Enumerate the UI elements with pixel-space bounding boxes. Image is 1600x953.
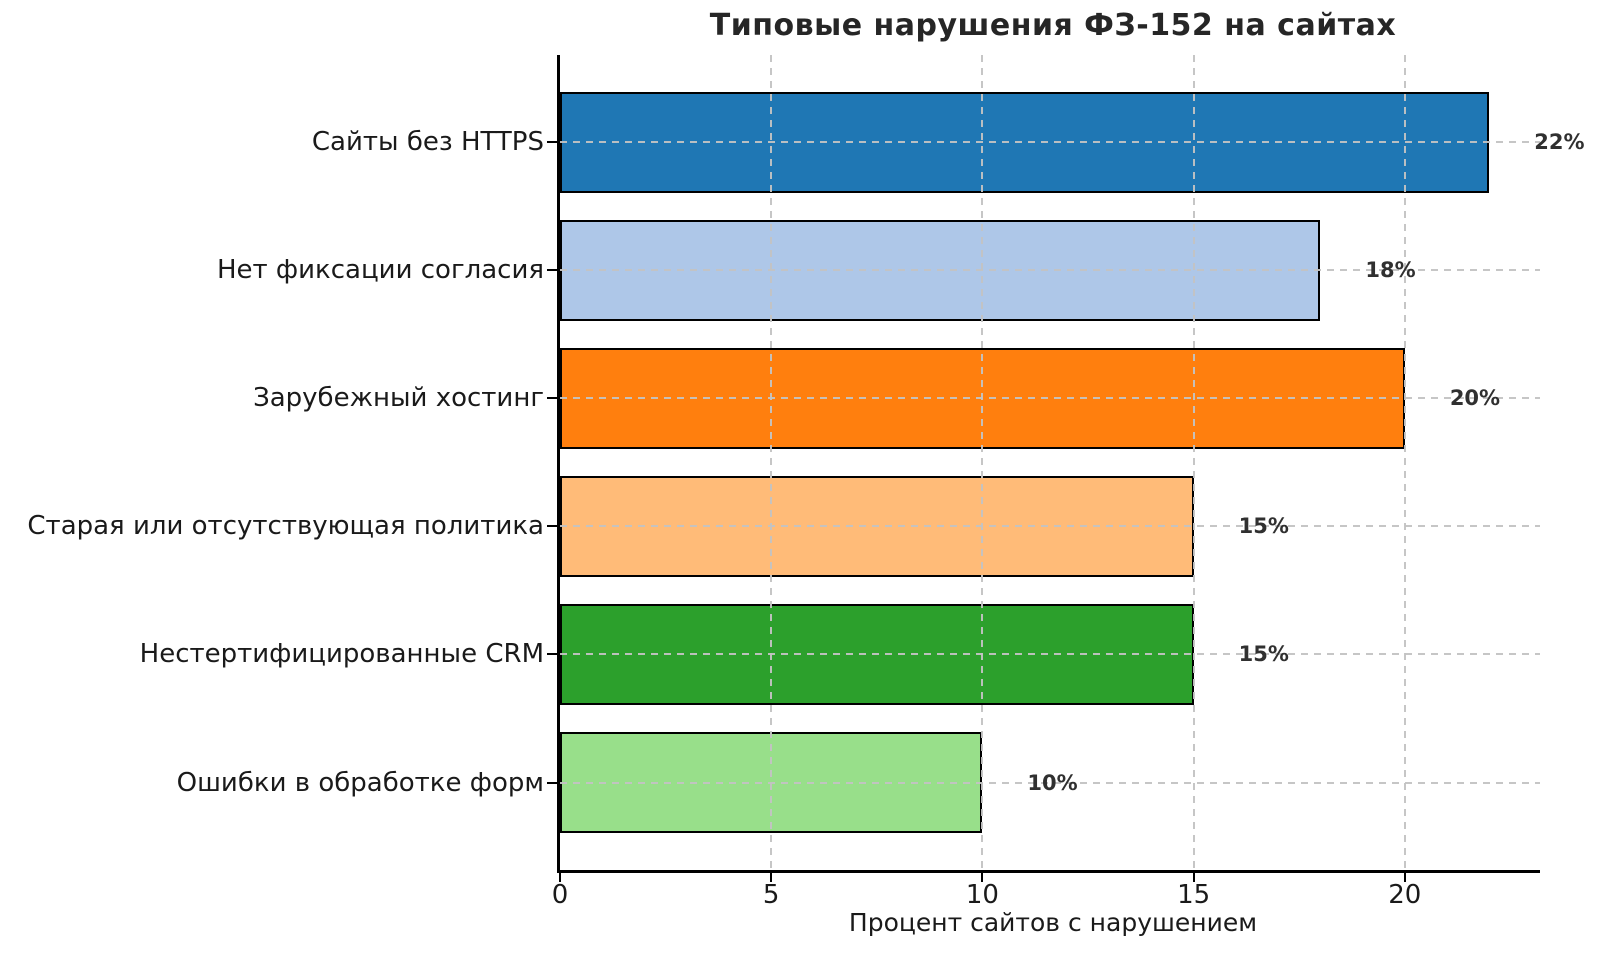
y-tick-mark	[547, 397, 557, 400]
x-gridline	[1192, 55, 1195, 870]
chart-title: Типовые нарушения ФЗ-152 на сайтах	[709, 8, 1397, 43]
y-gridline	[560, 141, 1540, 143]
y-gridline	[560, 653, 1540, 656]
y-gridline	[560, 397, 1540, 400]
y-gridline	[560, 525, 1540, 528]
bar-value-label: 20%	[1449, 386, 1501, 411]
bar-value-label: 10%	[1027, 770, 1078, 795]
plot-area: 22% 18% 20% 15% 15% 10%	[547, 55, 1585, 882]
x-tick-mark	[1192, 873, 1195, 882]
category-label: Зарубежный хостинг	[253, 383, 544, 414]
y-gridline	[560, 781, 1540, 784]
bar-value-label: 15%	[1238, 642, 1289, 667]
x-tick-mark	[770, 873, 773, 882]
category-label: Старая или отсутствующая политика	[27, 511, 544, 542]
category-label: Нестертифицированные CRM	[139, 639, 544, 670]
y-tick-mark	[547, 525, 557, 528]
x-tick-mark	[981, 873, 984, 882]
x-tick-label: 20	[1388, 880, 1422, 910]
x-tick-label: 10	[965, 880, 999, 910]
y-tick-mark	[547, 653, 557, 656]
category-label: Сайты без HTTPS	[311, 127, 544, 157]
x-gridline	[981, 55, 984, 870]
x-tick-label: 0	[551, 880, 569, 910]
x-tick-mark	[559, 873, 561, 882]
bar-value-label: 18%	[1365, 258, 1416, 283]
x-axis-label: Процент сайтов с нарушением	[848, 908, 1258, 937]
category-label: Ошибки в обработке форм	[176, 767, 544, 798]
x-tick-label: 15	[1177, 880, 1211, 910]
x-gridline	[770, 55, 773, 870]
x-tick-mark	[1403, 873, 1406, 882]
y-tick-mark	[547, 269, 557, 272]
y-gridline	[560, 269, 1540, 272]
y-tick-mark	[547, 141, 557, 143]
y-tick-mark	[547, 781, 557, 784]
x-gridline	[1403, 55, 1406, 870]
bar-value-label: 15%	[1238, 514, 1289, 539]
bar-value-label: 22%	[1534, 130, 1585, 154]
category-label: Нет фиксации согласия	[216, 255, 544, 286]
x-tick-label: 5	[762, 880, 780, 910]
